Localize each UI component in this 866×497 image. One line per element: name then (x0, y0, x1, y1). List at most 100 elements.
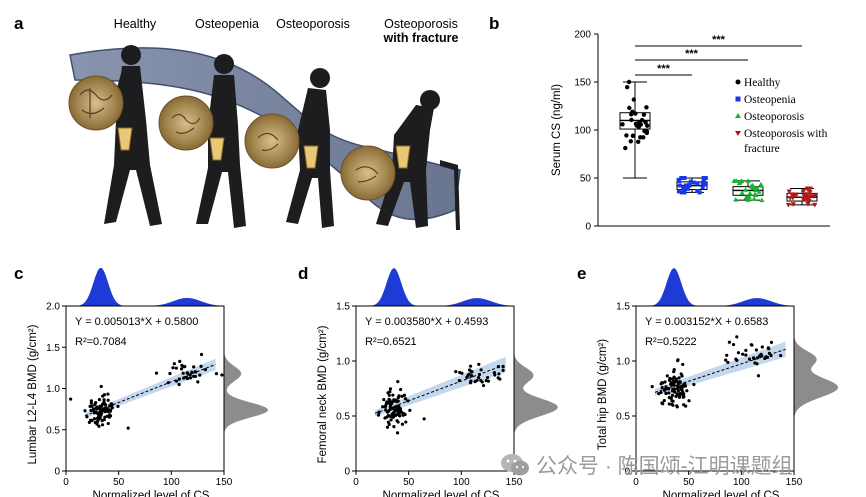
data-point-healthy (638, 122, 644, 127)
data-point (669, 396, 673, 400)
data-point-osteoporosis (739, 190, 745, 195)
bone-microstructure-icons (68, 75, 396, 201)
data-point-osteopenia (678, 183, 683, 188)
y-tick-label: 1.0 (46, 384, 60, 395)
y-tick-label: 1.0 (616, 357, 630, 368)
data-point (674, 377, 678, 381)
y-tick-label-b: 50 (580, 174, 592, 185)
data-point (69, 397, 73, 401)
x-axis-title: Normalized level of CS (93, 490, 210, 497)
data-point (185, 376, 189, 381)
data-point-fracture (785, 202, 792, 208)
data-point (767, 347, 771, 351)
data-point (681, 362, 685, 367)
data-point (89, 399, 93, 403)
data-point (110, 403, 114, 407)
data-point-osteoporosis (758, 181, 764, 187)
data-point (203, 368, 207, 372)
data-point (677, 394, 682, 398)
bone-icon-osteopenia (158, 95, 214, 151)
osteoporosis-progression-illustration (68, 45, 461, 230)
data-point (99, 384, 103, 389)
data-point-healthy (624, 85, 630, 90)
data-point-fracture (803, 192, 810, 198)
x-tick-label: 50 (683, 477, 695, 488)
data-point (744, 348, 748, 352)
marginal-density-x (636, 268, 794, 306)
data-point (769, 353, 773, 358)
stage-label-healthy: Healthy (113, 17, 157, 31)
data-point-osteoporosis (756, 189, 762, 194)
data-point (496, 365, 501, 369)
data-point (96, 417, 101, 421)
data-point (383, 404, 388, 408)
data-point (692, 382, 696, 387)
data-point (180, 363, 184, 367)
data-point (181, 371, 185, 375)
data-point (484, 379, 488, 383)
data-point (681, 395, 685, 399)
data-point (154, 371, 159, 375)
data-point (101, 402, 105, 406)
data-point (731, 342, 736, 347)
data-point (406, 399, 410, 403)
data-point-healthy (623, 145, 628, 151)
data-point-osteopenia (691, 180, 696, 185)
data-point (198, 373, 202, 377)
data-point-fracture (786, 189, 792, 195)
regression-equation: Y = 0.003152*X + 0.6583 (645, 316, 768, 328)
data-point (454, 370, 458, 374)
significance-stars: *** (685, 48, 699, 60)
data-point-osteopenia (700, 185, 705, 190)
data-point (102, 417, 106, 422)
data-point (394, 408, 399, 412)
data-point (468, 381, 473, 385)
data-point-osteopenia (703, 176, 708, 180)
legend-marker (735, 79, 741, 85)
data-point (669, 382, 673, 386)
data-point (477, 362, 481, 366)
y-tick-label: 2.0 (46, 302, 60, 313)
data-point (741, 352, 745, 356)
data-point (108, 414, 112, 418)
data-point (377, 410, 381, 414)
data-point (174, 366, 178, 370)
walking-cane (440, 160, 460, 230)
data-point (190, 370, 194, 374)
data-point (660, 401, 664, 405)
data-point (394, 405, 398, 409)
data-point (102, 393, 107, 397)
serum-cs-box-plot: 0 50 100 150 200 Serum CS (ng/ml) *** *** *** Hea… (551, 30, 830, 233)
data-point (391, 393, 395, 397)
data-point-osteopenia (685, 184, 690, 189)
data-point-fracture (812, 202, 818, 208)
data-point (392, 424, 396, 429)
data-point-osteoporosis (748, 183, 754, 189)
data-point (166, 381, 170, 385)
data-point (404, 420, 408, 424)
x-tick-label: 0 (353, 477, 359, 488)
data-point (660, 386, 664, 390)
data-point-osteopenia (685, 186, 690, 191)
x-tick-label: 100 (453, 477, 470, 488)
bone-icon-osteoporosis (244, 113, 300, 169)
data-point-osteopenia (695, 189, 700, 194)
data-point (664, 385, 668, 389)
data-point (386, 401, 390, 405)
data-point-healthy (641, 135, 646, 140)
data-point (660, 381, 664, 385)
y-tick-label-b: 150 (574, 78, 591, 89)
data-point (497, 372, 501, 376)
bone-icon-fracture (340, 145, 396, 201)
data-point (477, 376, 481, 380)
data-point (186, 372, 190, 376)
data-point (384, 408, 388, 412)
data-point-fracture (790, 202, 796, 207)
watermark-text: 公众号 · 陈国颂-江明课题组 (536, 455, 793, 478)
data-point (659, 390, 663, 395)
data-point-osteopenia (701, 176, 706, 180)
data-point (684, 404, 688, 408)
regression-line (84, 363, 216, 417)
data-point (744, 353, 748, 357)
data-point (396, 380, 400, 384)
